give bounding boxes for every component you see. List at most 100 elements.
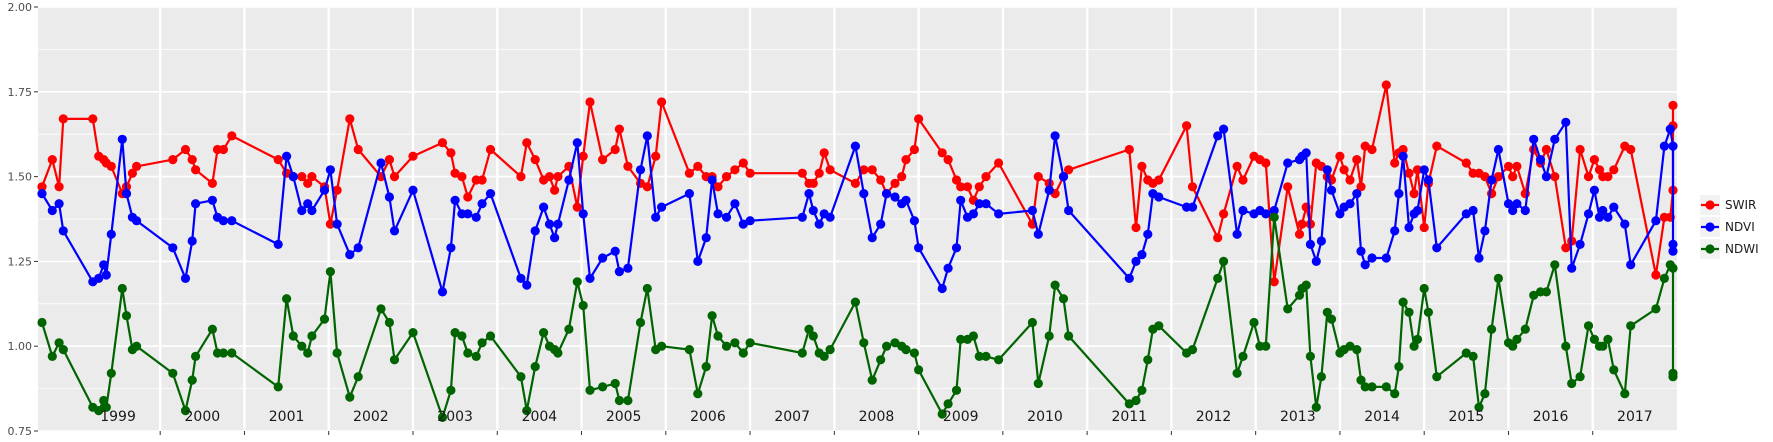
year-label: 2007 — [774, 409, 810, 425]
data-point-swir — [1335, 151, 1345, 161]
data-point-swir — [88, 114, 98, 124]
data-point-swir — [657, 97, 667, 107]
data-point-ndvi — [1033, 229, 1043, 239]
data-point-ndwi — [1316, 372, 1326, 382]
data-point-ndwi — [707, 311, 717, 321]
data-point-ndvi — [730, 199, 740, 209]
year-label: 2000 — [185, 409, 221, 425]
y-tick-label: 2.00 — [8, 1, 33, 14]
legend: SWIR NDVI NDWI — [1700, 195, 1759, 259]
data-point-swir — [303, 178, 313, 188]
data-point-ndvi — [564, 175, 574, 185]
data-point-ndwi — [738, 348, 748, 358]
data-point-ndwi — [951, 385, 962, 395]
data-point-ndvi — [1394, 189, 1404, 199]
data-point-swir — [808, 178, 818, 188]
data-point-ndvi — [1352, 189, 1362, 199]
data-point-ndwi — [1326, 314, 1337, 324]
data-point-ndvi — [408, 185, 418, 195]
data-point-swir — [614, 124, 625, 134]
data-point-ndvi — [485, 189, 496, 199]
data-point-ndvi — [1356, 246, 1366, 256]
data-point-ndwi — [937, 409, 947, 419]
data-point-ndvi — [1503, 199, 1514, 209]
data-point-ndwi — [994, 355, 1004, 365]
data-point-ndwi — [1027, 317, 1037, 328]
data-point-swir — [37, 182, 47, 192]
data-point-ndvi — [914, 243, 924, 253]
data-point-ndvi — [1541, 172, 1551, 182]
data-point-swir — [180, 144, 191, 155]
year-label: 2005 — [606, 409, 642, 425]
data-point-swir — [914, 114, 924, 124]
data-point-ndwi — [1187, 345, 1198, 355]
data-point-swir — [890, 178, 900, 188]
data-point-ndvi — [1432, 243, 1442, 253]
data-point-ndvi — [1238, 205, 1248, 216]
data-point-ndvi — [297, 205, 307, 216]
data-point-ndwi — [1583, 321, 1594, 331]
data-point-swir — [598, 155, 608, 165]
data-point-swir — [297, 172, 307, 182]
data-point-ndvi — [1064, 205, 1074, 216]
data-point-ndwi — [1550, 260, 1560, 270]
data-point-ndwi — [1311, 402, 1321, 412]
data-point-ndvi — [1124, 273, 1134, 283]
data-point-swir — [1668, 100, 1678, 110]
data-point-ndwi — [968, 331, 979, 341]
data-point-swir — [1508, 172, 1518, 182]
data-point-swir — [1609, 165, 1619, 175]
data-point-ndvi — [814, 219, 824, 229]
year-label: 2003 — [437, 409, 473, 425]
data-point-ndvi — [389, 226, 400, 236]
data-point-ndwi — [1668, 263, 1678, 273]
data-point-ndvi — [1390, 226, 1400, 236]
data-point-ndwi — [54, 338, 64, 348]
data-point-swir — [47, 155, 57, 165]
data-point-ndwi — [1381, 382, 1391, 392]
data-point-swir — [642, 182, 652, 192]
data-point-ndvi — [1419, 165, 1429, 175]
data-point-ndvi — [1044, 185, 1054, 195]
data-point-ndvi — [1665, 124, 1675, 134]
data-point-ndvi — [1461, 209, 1471, 219]
data-point-swir — [937, 148, 947, 158]
data-point-ndvi — [101, 270, 111, 280]
data-point-ndwi — [1356, 375, 1366, 385]
data-point-swir — [825, 165, 835, 175]
data-point-swir — [127, 168, 137, 178]
data-point-swir — [962, 182, 973, 192]
data-point-ndwi — [353, 372, 363, 382]
data-point-ndwi — [325, 267, 335, 277]
data-point-ndvi — [1412, 205, 1423, 216]
data-point-ndwi — [1283, 304, 1293, 314]
data-point-swir — [1583, 172, 1594, 182]
data-point-ndvi — [657, 202, 667, 212]
data-point-ndvi — [890, 192, 900, 202]
data-point-ndwi — [516, 372, 526, 382]
data-point-ndwi — [58, 345, 68, 355]
data-point-swir — [1398, 144, 1408, 155]
year-label: 2010 — [1027, 409, 1063, 425]
data-point-ndwi — [117, 283, 127, 294]
data-point-swir — [1381, 80, 1391, 90]
data-point-ndwi — [1033, 378, 1043, 389]
data-point-ndwi — [539, 328, 549, 338]
data-point-ndwi — [657, 341, 667, 351]
data-point-ndwi — [1154, 321, 1164, 331]
data-point-ndwi — [1143, 355, 1153, 365]
data-point-swir — [1131, 222, 1141, 233]
legend-item-swir: SWIR — [1700, 195, 1756, 215]
data-point-ndvi — [1668, 246, 1678, 256]
data-point-swir — [1213, 233, 1223, 243]
data-point-swir — [485, 144, 496, 155]
data-point-swir — [450, 168, 460, 178]
legend-label: SWIR — [1725, 198, 1756, 212]
data-point-ndvi — [227, 216, 237, 226]
data-point-ndwi — [1131, 395, 1141, 406]
data-point-swir — [684, 168, 695, 178]
data-point-ndwi — [876, 355, 886, 365]
data-point-ndwi — [1404, 307, 1414, 317]
data-point-ndvi — [968, 209, 979, 219]
data-point-swir — [553, 172, 563, 182]
